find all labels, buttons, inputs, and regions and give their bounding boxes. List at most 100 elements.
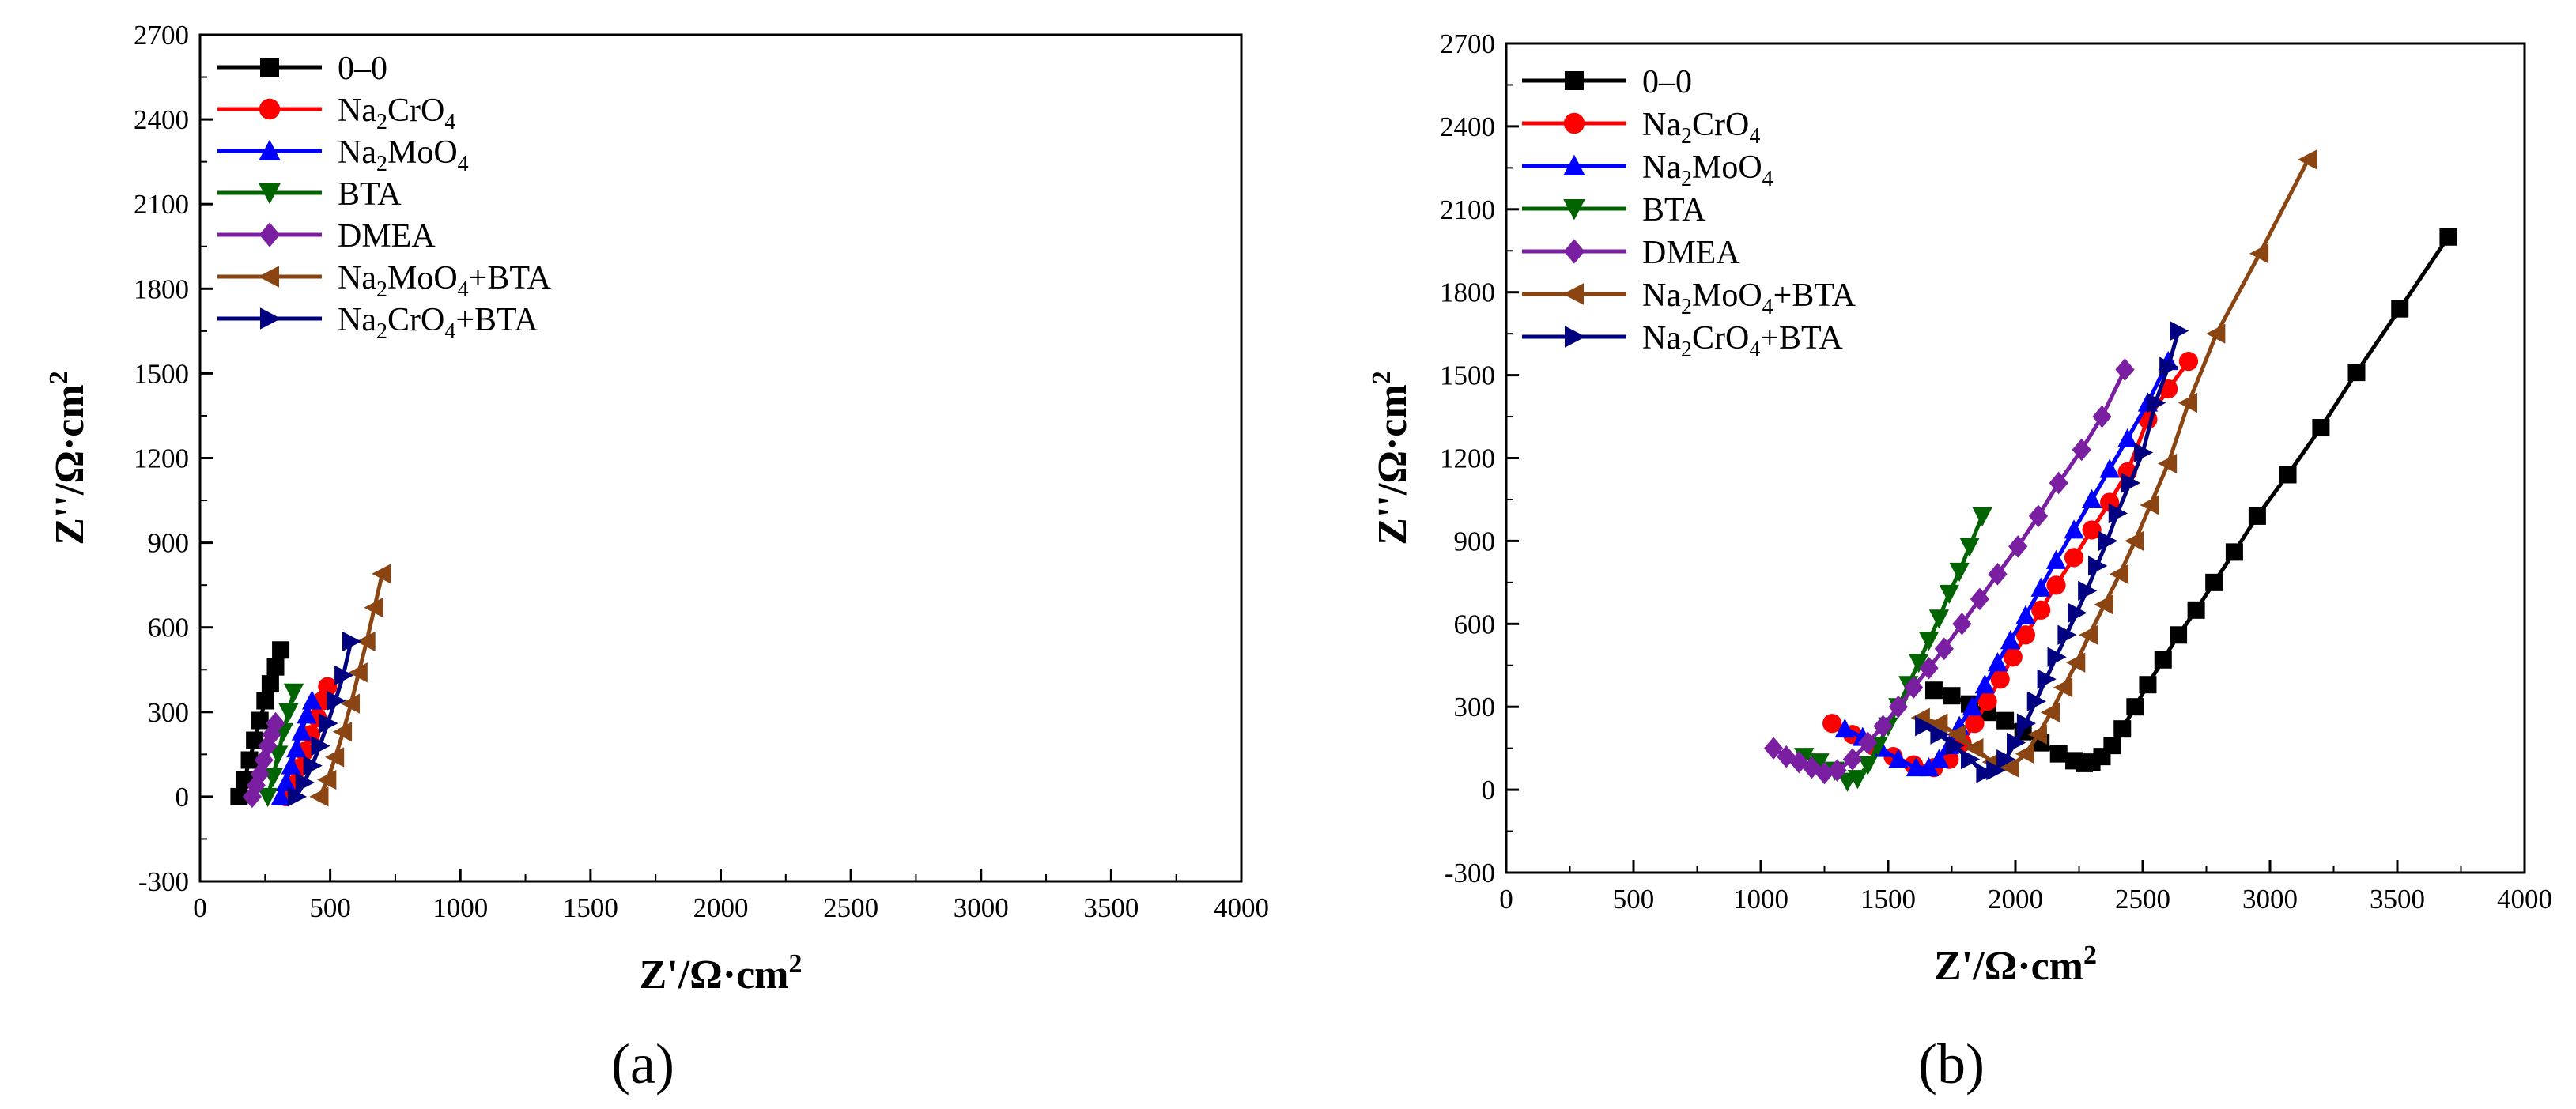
data-point <box>1815 761 1834 785</box>
data-point <box>2170 626 2188 644</box>
data-point <box>2000 630 2021 650</box>
series-2 <box>270 690 323 805</box>
legend-label: Na2CrO4+BTA <box>1642 320 1843 362</box>
data-point <box>2064 519 2084 539</box>
data-point <box>1906 756 1927 777</box>
data-point <box>1777 745 1796 768</box>
data-point <box>246 774 266 797</box>
legend-item: Na2MoO4+BTA <box>217 260 552 302</box>
y-tick-label: 2100 <box>1440 194 1495 225</box>
legend-marker <box>259 183 281 205</box>
data-point <box>1976 763 1996 783</box>
legend-label: Na2MoO4+BTA <box>1642 277 1856 319</box>
data-point <box>1972 507 1992 527</box>
data-point <box>272 641 290 659</box>
data-point <box>2098 530 2118 552</box>
legend-marker <box>258 266 279 288</box>
data-point <box>1822 714 1842 734</box>
data-point <box>372 564 391 584</box>
series-6 <box>287 631 362 807</box>
data-point <box>2158 453 2178 474</box>
data-point <box>266 658 285 676</box>
series-3 <box>257 683 304 808</box>
data-point <box>2094 594 2113 615</box>
y-tick-label: 600 <box>148 613 190 643</box>
data-point <box>2049 471 2068 495</box>
data-point <box>309 786 329 807</box>
legend-item: Na2MoO4+BTA <box>1522 277 1856 319</box>
data-point <box>2015 743 2034 764</box>
legend-item: Na2MoO4 <box>1522 149 1773 191</box>
data-point <box>2147 392 2166 413</box>
data-point <box>2037 669 2057 689</box>
data-point <box>286 738 307 758</box>
data-point <box>1962 696 1982 716</box>
data-point <box>364 598 383 618</box>
x-tick-label: 2500 <box>2115 884 2170 915</box>
x-tick-label: 2000 <box>693 892 749 923</box>
data-point <box>2139 676 2157 694</box>
data-point <box>1918 632 1940 651</box>
legend-label: Na2CrO4 <box>1642 107 1760 149</box>
data-point <box>2072 438 2091 462</box>
data-point <box>281 755 301 775</box>
y-tick-label: 2100 <box>134 189 189 220</box>
x-tick-label: 3000 <box>2242 884 2298 915</box>
legend-label: BTA <box>338 176 402 213</box>
data-point <box>1961 749 1981 770</box>
data-point <box>250 763 270 786</box>
x-tick-label: 1000 <box>432 892 488 923</box>
data-point <box>1949 562 1970 583</box>
data-point <box>2121 473 2141 493</box>
series-5 <box>309 564 391 807</box>
data-point <box>1996 749 2016 770</box>
data-point <box>2066 652 2086 673</box>
legend-marker <box>260 58 279 77</box>
legend-marker <box>1563 199 1585 221</box>
y-tick-label: 1800 <box>1440 277 1495 308</box>
panel-a: 0 500 1000 1500 2000 2500 3000 3500 4000-3000300… <box>44 20 1269 1096</box>
legend-marker <box>1563 239 1585 264</box>
x-tick-label: 500 <box>309 892 351 923</box>
data-point <box>2108 503 2128 524</box>
y-tick-label: 1800 <box>134 273 189 304</box>
data-point <box>2088 556 2108 576</box>
y-tick-label: 0 <box>1482 775 1496 805</box>
data-point <box>1996 711 2015 730</box>
data-point <box>2205 573 2223 591</box>
legend-item: 0–0 <box>217 51 387 87</box>
data-point <box>2049 745 2068 763</box>
data-point <box>2187 601 2205 619</box>
data-point <box>1964 738 1984 759</box>
data-point <box>1827 759 1847 782</box>
data-point <box>283 683 304 703</box>
x-tick-label: 4000 <box>2497 884 2552 915</box>
legend-marker <box>1565 326 1586 348</box>
legend-marker <box>259 98 281 120</box>
data-point <box>2027 724 2047 745</box>
data-point <box>251 711 269 730</box>
data-point <box>2279 466 2297 484</box>
data-point <box>1857 756 1878 775</box>
legend-item: DMEA <box>217 218 436 255</box>
data-point <box>256 692 274 710</box>
legend-item: BTA <box>1522 192 1706 228</box>
data-point <box>276 771 297 792</box>
data-point <box>340 693 360 714</box>
data-point <box>1847 770 1868 790</box>
legend-marker <box>1562 283 1584 305</box>
data-point <box>1943 687 1961 705</box>
legend-label: Na2MoO4 <box>1642 149 1773 191</box>
legend-item: Na2CrO4+BTA <box>1522 320 1843 362</box>
data-point <box>2007 733 2026 753</box>
data-point <box>332 722 353 742</box>
data-point <box>270 786 291 805</box>
x-tick-label: 1000 <box>1733 884 1788 915</box>
data-point <box>2391 300 2409 318</box>
legend-label: DMEA <box>338 218 436 255</box>
data-point <box>2154 651 2172 669</box>
data-point <box>2040 702 2060 722</box>
data-point <box>1939 584 1959 605</box>
x-tick-label: 1500 <box>1860 884 1916 915</box>
